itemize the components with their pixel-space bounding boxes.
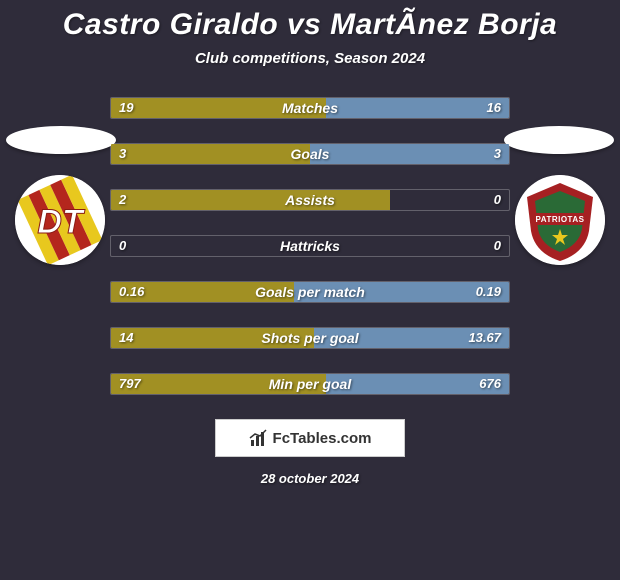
stat-row: 0Hattricks0 <box>110 235 510 257</box>
footer-brand-text: FcTables.com <box>273 430 372 447</box>
stat-label: Matches <box>111 98 509 118</box>
club-badge-left: DT <box>15 175 105 265</box>
stat-label: Hattricks <box>111 236 509 256</box>
stat-label: Goals per match <box>111 282 509 302</box>
stat-row: 0.16Goals per match0.19 <box>110 281 510 303</box>
player-photo-right-placeholder <box>504 126 614 154</box>
stat-label: Assists <box>111 190 509 210</box>
stat-value-right: 676 <box>479 374 501 394</box>
bar-chart-icon <box>249 428 271 448</box>
stat-label: Shots per goal <box>111 328 509 348</box>
club-badge-left-icon: DT <box>15 175 105 265</box>
page-title: Castro Giraldo vs MartÃ­nez Borja <box>0 8 620 42</box>
stat-row: 14Shots per goal13.67 <box>110 327 510 349</box>
stat-label: Min per goal <box>111 374 509 394</box>
stat-row: 19Matches16 <box>110 97 510 119</box>
stat-row: 2Assists0 <box>110 189 510 211</box>
svg-text:DT: DT <box>37 203 86 241</box>
stat-value-right: 0 <box>494 190 501 210</box>
footer-brand-box[interactable]: FcTables.com <box>215 419 405 457</box>
subtitle: Club competitions, Season 2024 <box>0 50 620 67</box>
stat-label: Goals <box>111 144 509 164</box>
svg-text:PATRIOTAS: PATRIOTAS <box>536 215 585 224</box>
date-label: 28 october 2024 <box>0 471 620 486</box>
stat-value-right: 3 <box>494 144 501 164</box>
club-badge-right: PATRIOTAS <box>515 175 605 265</box>
stat-row: 3Goals3 <box>110 143 510 165</box>
stat-value-right: 0 <box>494 236 501 256</box>
stat-row: 797Min per goal676 <box>110 373 510 395</box>
stat-value-right: 16 <box>487 98 501 118</box>
player-photo-left-placeholder <box>6 126 116 154</box>
stat-value-right: 0.19 <box>476 282 501 302</box>
stats-list: 19Matches163Goals32Assists00Hattricks00.… <box>110 97 510 395</box>
footer-logo: FcTables.com <box>249 428 372 448</box>
comparison-card: Castro Giraldo vs MartÃ­nez Borja Club c… <box>0 0 620 580</box>
stat-value-right: 13.67 <box>468 328 501 348</box>
club-badge-right-icon: PATRIOTAS <box>515 175 605 265</box>
